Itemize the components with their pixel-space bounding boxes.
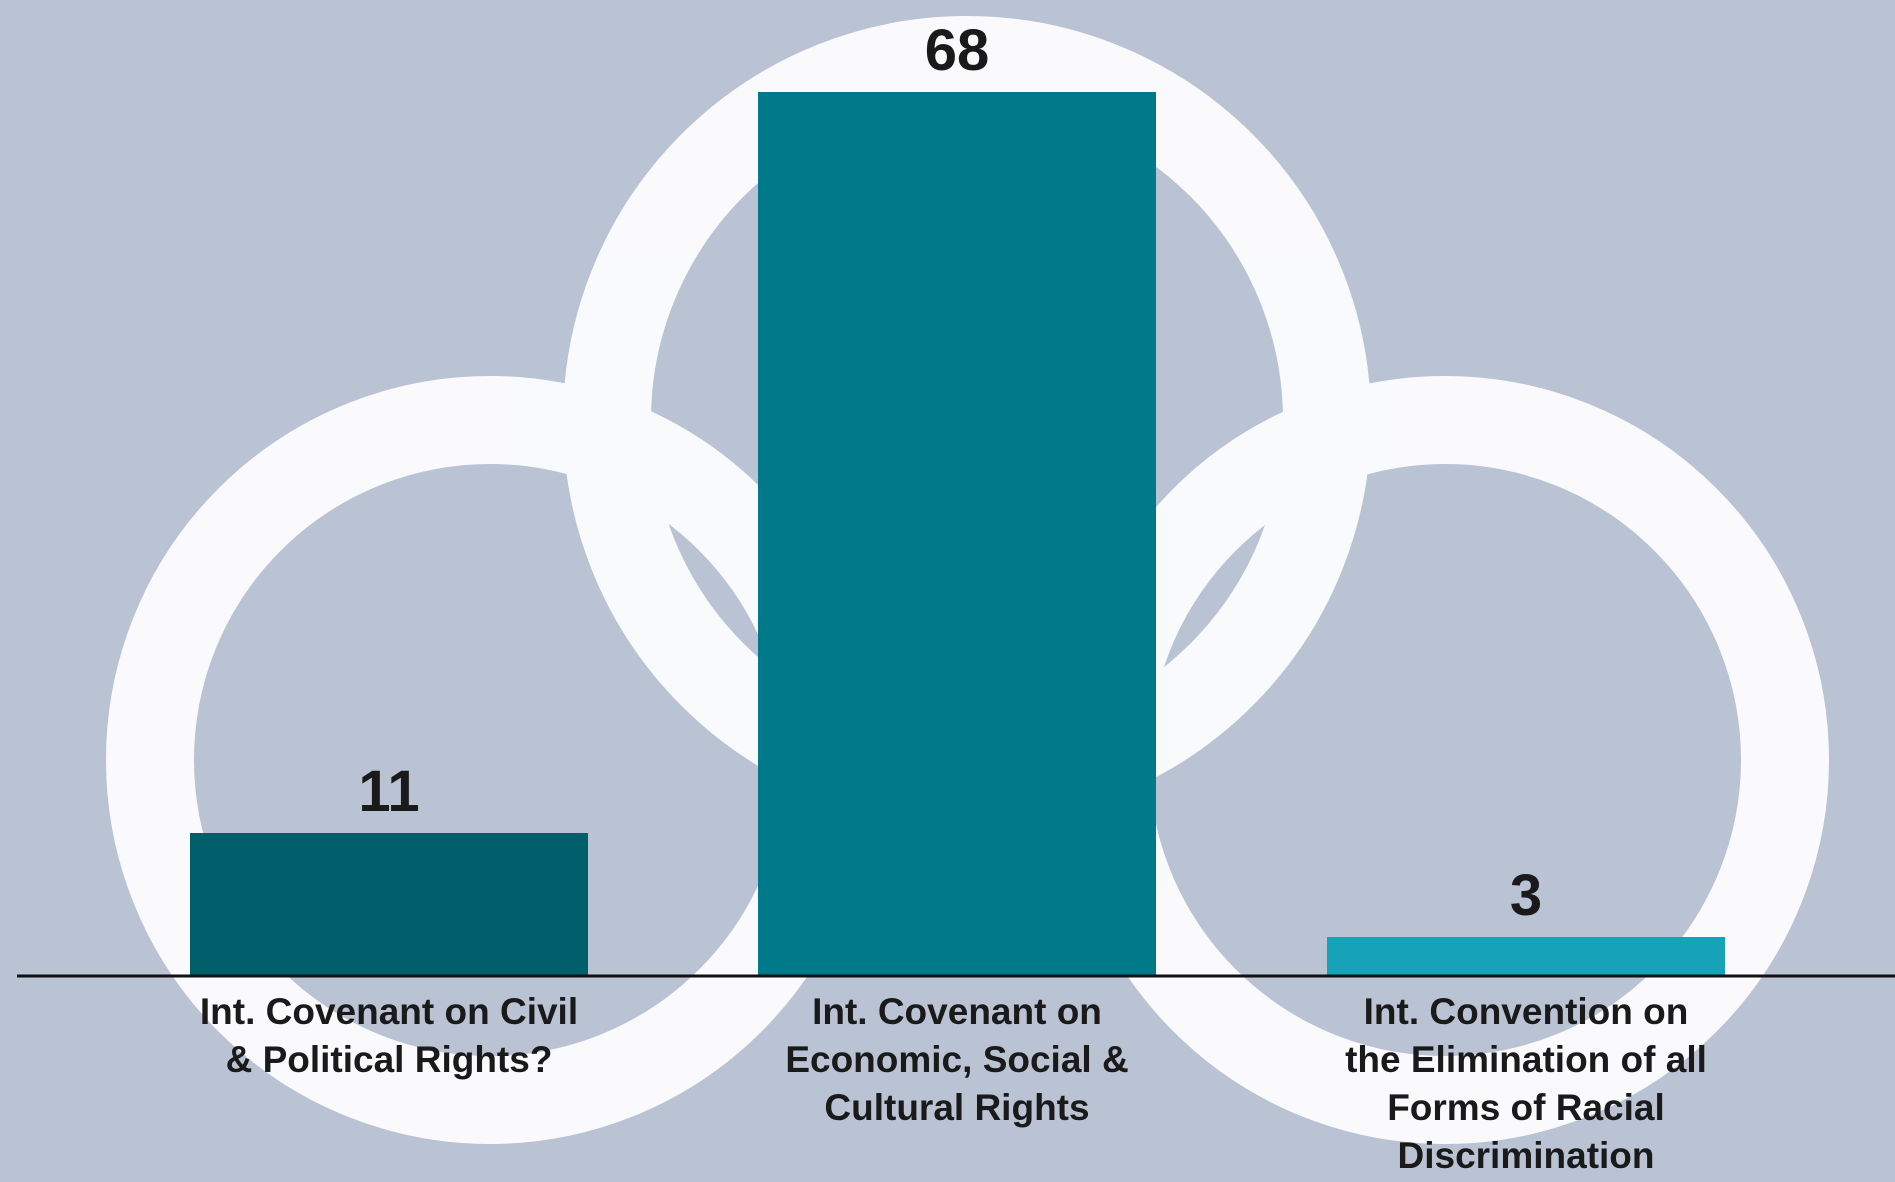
x-tick-label: Int. Covenant on Economic, Social & Cult…	[785, 991, 1129, 1128]
x-tick-label: Int. Convention on the Elimination of al…	[1345, 991, 1707, 1176]
value-label: 11	[358, 759, 419, 824]
bar	[190, 833, 588, 976]
x-tick-label: Int. Covenant on Civil & Political Right…	[199, 991, 579, 1080]
bar	[758, 92, 1156, 976]
value-label: 68	[925, 18, 990, 83]
bar	[1327, 937, 1725, 976]
value-label: 3	[1510, 863, 1542, 928]
